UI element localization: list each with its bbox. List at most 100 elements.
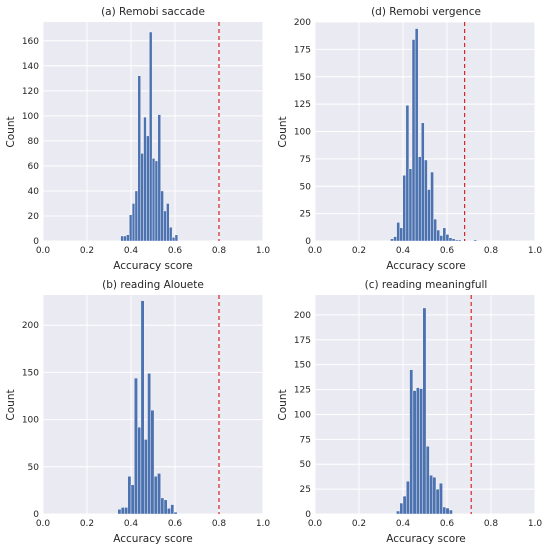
x-tick-label: 0.8 xyxy=(212,246,227,256)
histogram-bar xyxy=(433,218,437,242)
histogram-bar xyxy=(421,122,425,242)
y-axis-label: Count xyxy=(5,389,17,420)
y-tick-label: 100 xyxy=(22,416,39,426)
histogram-bar xyxy=(149,31,153,242)
x-tick-label: 0.6 xyxy=(168,246,183,256)
histogram-bar xyxy=(130,484,135,515)
x-tick-label: 1.0 xyxy=(256,246,271,256)
histogram-bar xyxy=(442,227,447,242)
y-tick-label: 200 xyxy=(22,321,39,331)
histogram-bar xyxy=(451,238,456,242)
x-tick-label: 0.0 xyxy=(308,246,323,256)
histogram-bar xyxy=(449,509,453,515)
histogram-bar xyxy=(390,238,394,242)
histogram-bar xyxy=(399,227,403,242)
y-tick-label: 75 xyxy=(300,155,311,165)
histogram-bar xyxy=(171,237,176,242)
histogram-bar xyxy=(140,153,144,242)
y-tick-label: 120 xyxy=(22,87,39,97)
histogram-bar xyxy=(409,369,414,515)
x-tick-label: 0.8 xyxy=(484,246,499,256)
histogram-bar xyxy=(160,190,164,242)
y-tick-label: 50 xyxy=(300,460,312,470)
y-tick-label: 100 xyxy=(294,128,311,138)
histogram-bar xyxy=(127,476,132,515)
histogram-bar xyxy=(425,446,430,515)
histogram-bar xyxy=(173,511,178,515)
x-tick-label: 0.4 xyxy=(396,246,411,256)
histogram-bar xyxy=(408,168,413,242)
y-tick-label: 175 xyxy=(294,45,311,55)
histogram-bar xyxy=(454,239,459,242)
histogram-bar xyxy=(157,114,161,242)
x-axis-label: Accuracy score xyxy=(113,533,193,545)
histogram-bar xyxy=(439,482,443,515)
y-tick-label: 175 xyxy=(294,336,311,346)
histogram-bar xyxy=(154,160,159,242)
histogram-bar xyxy=(163,499,168,515)
histogram-bar xyxy=(414,28,419,242)
histogram-bar xyxy=(146,135,150,242)
histogram-bar xyxy=(419,388,423,515)
histogram-bar xyxy=(432,476,437,515)
histogram-bar xyxy=(150,409,155,515)
y-tick-label: 200 xyxy=(294,311,311,321)
y-tick-label: 150 xyxy=(294,73,311,83)
y-tick-label: 200 xyxy=(294,18,311,28)
histogram-bar xyxy=(427,189,431,242)
y-tick-label: 0 xyxy=(33,510,39,520)
y-tick-label: 25 xyxy=(300,485,311,495)
y-axis-label: Count xyxy=(5,116,17,147)
histogram-bar xyxy=(131,203,136,242)
histogram-bar xyxy=(424,159,428,242)
histogram-bar xyxy=(137,426,142,515)
x-tick-label: 0.0 xyxy=(308,519,323,529)
x-tick-label: 0.2 xyxy=(352,246,366,256)
panel-reading-meaningfull: (c) reading meaningfull Accuracy score C… xyxy=(277,279,542,545)
histogram-bar xyxy=(402,495,407,515)
histogram-bar xyxy=(429,474,433,515)
y-tick-label: 50 xyxy=(28,463,40,473)
y-tick-label: 125 xyxy=(294,386,311,396)
histogram-bar xyxy=(445,507,450,515)
histogram-bar xyxy=(417,156,422,242)
y-tick-label: 140 xyxy=(22,62,39,72)
x-axis-label: Accuracy score xyxy=(113,260,193,272)
panel-title: (a) Remobi saccade xyxy=(101,6,205,18)
x-tick-label: 0.4 xyxy=(396,519,411,529)
histogram-bar xyxy=(422,307,427,515)
histogram-bar xyxy=(436,229,440,242)
histogram-bar xyxy=(445,234,450,242)
histogram-bar xyxy=(393,236,397,242)
y-axis-label: Count xyxy=(277,116,289,147)
histogram-bar xyxy=(473,239,477,242)
panel-title: (c) reading meaningfull xyxy=(365,279,488,291)
y-axis-label: Count xyxy=(277,389,289,420)
histogram-bar xyxy=(458,239,462,242)
y-tick-label: 50 xyxy=(300,182,312,192)
x-tick-label: 0.6 xyxy=(168,519,183,529)
histogram-bar xyxy=(120,507,125,515)
histogram-bar xyxy=(416,387,420,515)
histogram-bar xyxy=(448,237,453,242)
x-tick-label: 0.4 xyxy=(124,519,139,529)
histogram-bar xyxy=(163,210,167,242)
x-tick-label: 1.0 xyxy=(528,246,543,256)
histogram-bar xyxy=(160,497,165,515)
y-tick-label: 125 xyxy=(294,100,311,110)
histogram-bar xyxy=(157,473,161,515)
histogram-bar xyxy=(120,235,124,242)
y-tick-label: 150 xyxy=(22,368,39,378)
panel-remobi-vergence: (d) Remobi vergence Accuracy score Count… xyxy=(277,6,542,272)
panel-remobi-saccade: (a) Remobi saccade Accuracy score Count … xyxy=(5,6,270,272)
histogram-bar xyxy=(169,227,173,242)
histogram-bar xyxy=(166,203,170,242)
x-tick-label: 0.2 xyxy=(80,519,94,529)
panel-title: (d) Remobi vergence xyxy=(371,6,481,18)
x-axis-label: Accuracy score xyxy=(386,260,466,272)
y-tick-label: 80 xyxy=(28,137,40,147)
x-tick-label: 1.0 xyxy=(256,519,271,529)
histogram-bar xyxy=(170,504,175,515)
y-tick-label: 25 xyxy=(300,210,311,220)
